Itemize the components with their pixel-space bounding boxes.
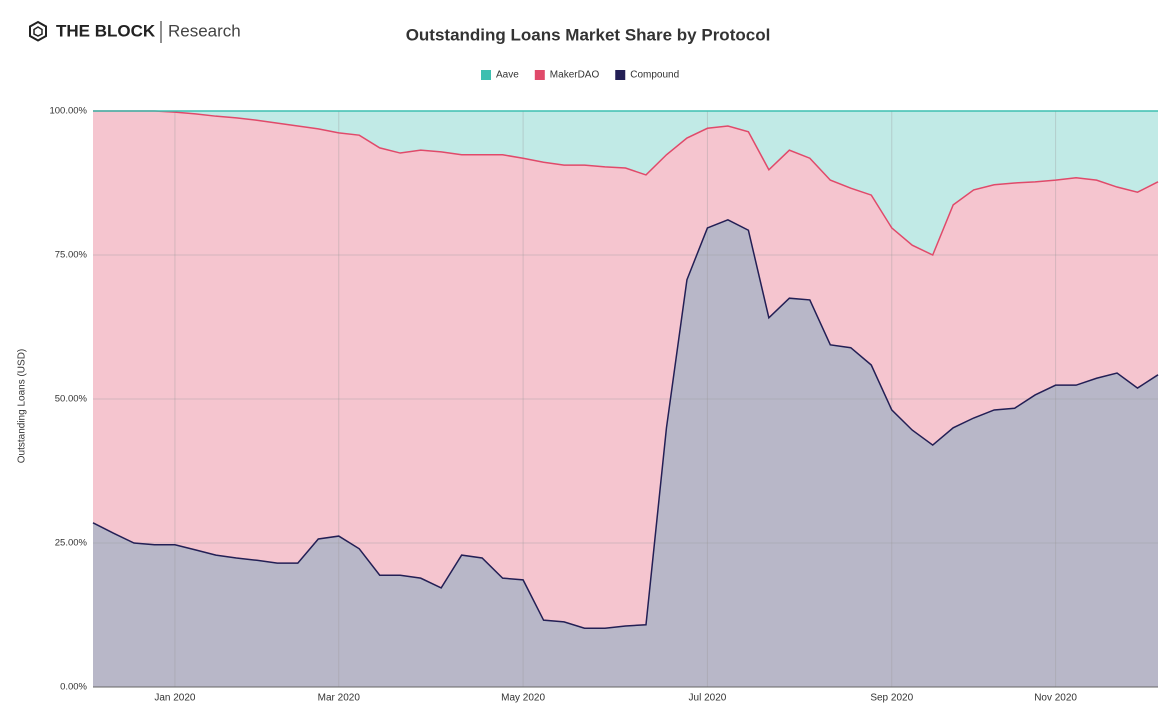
legend-label: Aave: [496, 70, 519, 81]
legend-swatch: [481, 70, 491, 80]
legend-swatch: [615, 70, 626, 80]
line: [93, 110, 1159, 257]
x-tick-label: Mar 2020: [318, 693, 361, 704]
x-tick-label: Jul 2020: [689, 693, 727, 704]
x-tick-label: Jan 2020: [154, 693, 196, 704]
y-tick-label: 0.00%: [60, 682, 87, 693]
legend-swatch: [534, 70, 545, 80]
area: [93, 219, 1158, 687]
logo: [29, 20, 47, 42]
y-tick-label: 50.00%: [55, 394, 88, 405]
x-tick-label: Nov 2020: [1034, 693, 1077, 704]
x-tick-label: May 2020: [501, 693, 545, 704]
y-tick-label: 25.00%: [55, 538, 88, 549]
y-axis-label: Outstanding Loans (USD): [17, 349, 28, 464]
area: [93, 111, 1158, 629]
brand-sub: Research: [168, 21, 241, 40]
line: [92, 219, 1159, 629]
brand: THE BLOCK: [56, 21, 156, 40]
x-tick-label: Sep 2020: [870, 693, 913, 704]
y-tick-label: 100.00%: [49, 106, 87, 117]
area: [93, 111, 1158, 255]
legend-label: MakerDAO: [550, 70, 600, 81]
chart-title: Outstanding Loans Market Share by Protoc…: [406, 25, 771, 44]
legend-label: Compound: [630, 70, 679, 81]
y-tick-label: 75.00%: [55, 250, 88, 261]
